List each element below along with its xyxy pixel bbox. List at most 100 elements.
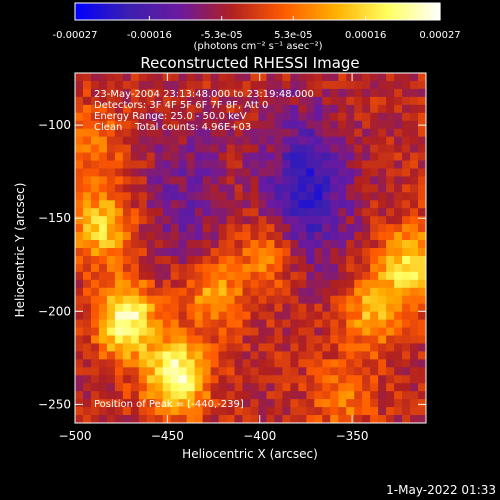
heatmap-cell xyxy=(378,168,387,177)
heatmap-cell xyxy=(194,160,204,169)
heatmap-cell xyxy=(130,184,140,193)
heatmap-cell xyxy=(226,176,236,185)
heatmap-cell xyxy=(90,343,100,352)
heatmap-cell xyxy=(186,232,196,241)
heatmap-cell xyxy=(282,216,291,225)
heatmap-cell xyxy=(210,128,220,138)
heatmap-cell xyxy=(330,208,339,217)
heatmap-cell xyxy=(234,359,244,368)
heatmap-cell xyxy=(338,160,347,169)
heatmap-cell xyxy=(98,168,108,177)
heatmap-cell xyxy=(210,327,220,336)
heatmap-cell xyxy=(258,351,267,360)
heatmap-cell xyxy=(346,303,355,313)
heatmap-cell xyxy=(138,407,148,416)
heatmap-cell xyxy=(394,200,403,209)
heatmap-cell xyxy=(202,112,212,122)
heatmap-cell xyxy=(210,359,220,368)
heatmap-cell xyxy=(162,144,172,154)
heatmap-cell xyxy=(162,200,172,209)
heatmap-cell xyxy=(330,399,339,408)
heatmap-cell xyxy=(274,73,283,82)
heatmap-cell xyxy=(274,224,283,233)
heatmap-cell xyxy=(178,128,188,138)
heatmap-cell xyxy=(106,120,116,130)
heatmap-cell xyxy=(130,168,140,177)
heatmap-cell xyxy=(282,80,291,90)
heatmap-cell xyxy=(402,232,411,241)
heatmap-cell xyxy=(194,343,204,352)
heatmap-cell xyxy=(98,152,108,161)
heatmap-cell xyxy=(242,192,251,201)
heatmap-cell xyxy=(298,224,307,233)
heatmap-cell xyxy=(146,335,156,344)
heatmap-cell xyxy=(90,160,100,169)
colorbar-segment xyxy=(208,3,213,20)
heatmap-cell xyxy=(330,383,339,392)
heatmap-cell xyxy=(314,232,323,241)
heatmap-cell xyxy=(298,255,307,265)
heatmap-cell xyxy=(362,335,371,344)
heatmap-cell xyxy=(298,240,307,249)
heatmap-cell xyxy=(178,104,188,114)
heatmap-cell xyxy=(75,128,84,138)
heatmap-cell xyxy=(258,359,267,368)
heatmap-cell xyxy=(114,399,124,408)
colorbar-segment xyxy=(154,3,158,20)
colorbar-segment xyxy=(275,3,280,20)
heatmap-cell xyxy=(362,216,371,225)
heatmap-cell xyxy=(146,224,156,233)
heatmap-cell xyxy=(418,271,427,281)
heatmap-cell xyxy=(258,367,267,376)
heatmap-cell xyxy=(338,255,347,265)
heatmap-cell xyxy=(306,271,315,281)
heatmap-cell xyxy=(346,327,355,336)
heatmap-cell xyxy=(226,208,236,217)
heatmap-cell xyxy=(250,407,259,416)
heatmap-cell xyxy=(402,208,411,217)
heatmap-cell xyxy=(194,136,204,146)
heatmap-cell xyxy=(82,367,92,376)
heatmap-cell xyxy=(162,104,172,114)
heatmap-cell xyxy=(338,415,347,424)
heatmap-cell xyxy=(330,391,339,400)
heatmap-cell xyxy=(90,271,100,281)
heatmap-cell xyxy=(362,184,371,193)
heatmap-cell xyxy=(314,359,323,368)
colorbar-segment xyxy=(227,3,231,20)
heatmap-cell xyxy=(122,136,132,146)
heatmap-cell xyxy=(338,287,347,297)
heatmap-cell xyxy=(82,96,92,106)
heatmap-cell xyxy=(242,391,251,400)
heatmap-cell xyxy=(322,351,331,360)
heatmap-cell xyxy=(346,168,355,177)
heatmap-cell xyxy=(202,367,212,376)
heatmap-cell xyxy=(418,73,427,82)
heatmap-cell xyxy=(410,303,419,313)
heatmap-cell xyxy=(362,375,371,384)
heatmap-cell xyxy=(418,176,427,185)
heatmap-cell xyxy=(346,415,355,424)
heatmap-cell xyxy=(394,415,403,424)
heatmap-cell xyxy=(298,383,307,392)
heatmap-cell xyxy=(90,200,100,209)
heatmap-cell xyxy=(170,255,180,265)
heatmap-cell xyxy=(122,200,132,209)
heatmap-cell xyxy=(306,136,315,146)
heatmap-cell xyxy=(346,176,355,185)
heatmap-cell xyxy=(266,232,275,241)
heatmap-cell xyxy=(274,160,283,169)
heatmap-cell xyxy=(418,343,427,352)
heatmap-cell xyxy=(98,343,108,352)
colorbar-segment xyxy=(287,3,292,20)
heatmap-cell xyxy=(258,375,267,384)
heatmap-cell xyxy=(322,407,331,416)
heatmap-cell xyxy=(370,80,379,90)
heatmap-cell xyxy=(218,359,228,368)
heatmap-cell xyxy=(130,311,140,321)
heatmap-cell xyxy=(154,88,164,98)
heatmap-cell xyxy=(386,96,395,106)
heatmap-cell xyxy=(290,104,299,114)
heatmap-cell xyxy=(362,367,371,376)
y-axis-label: Heliocentric Y (arcsec) xyxy=(13,183,27,318)
